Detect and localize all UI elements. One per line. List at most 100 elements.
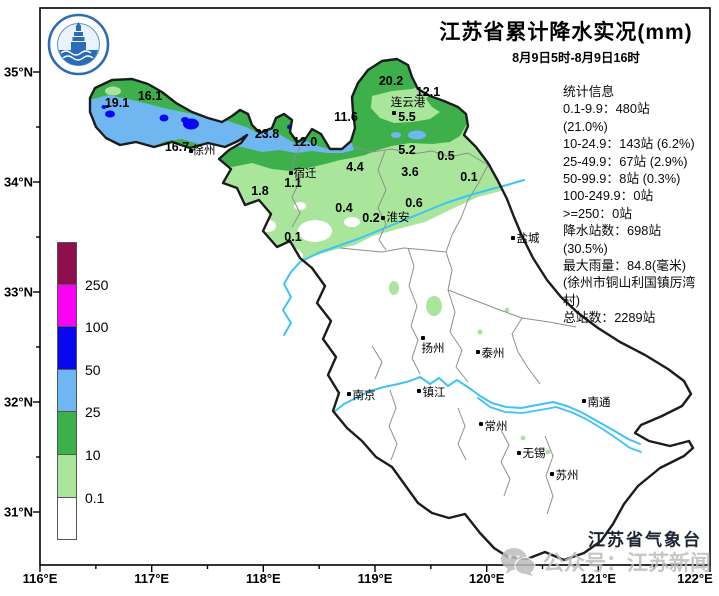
legend-value-label: 50 [85, 361, 101, 378]
city-label: 连云港 [390, 97, 426, 109]
yangtze-river-south-bank [477, 397, 642, 453]
station-value-label: 0.4 [335, 201, 353, 215]
legend-segment [57, 497, 77, 541]
rivers [282, 179, 642, 453]
statistics-line: >=250：0站 [563, 205, 633, 221]
city-label: 镇江 [422, 387, 446, 399]
axis-ticks [33, 71, 711, 572]
city-dot [511, 236, 515, 240]
station-value-label: 16.1 [137, 89, 163, 103]
city-label: 南通 [587, 397, 611, 409]
legend-segment [57, 455, 77, 498]
statistics-line: 100-249.9：0站 [563, 188, 654, 204]
legend-value-label: 250 [85, 276, 109, 293]
city-dot [517, 451, 521, 455]
legend-segment [57, 412, 77, 455]
station-value-label: 19.1 [104, 96, 130, 110]
statistics-line: 降水站数：698站 [563, 223, 662, 239]
station-value-label: 1.8 [251, 184, 269, 198]
city-label: 徐州 [192, 145, 216, 157]
huai-river [299, 179, 525, 263]
station-value-label: 12.1 [415, 85, 441, 99]
city-label: 苏州 [555, 470, 579, 482]
station-value-label: 20.2 [378, 74, 404, 88]
city-dot [582, 399, 586, 403]
station-value-label: 23.8 [254, 127, 280, 141]
x-axis-tick-label: 122°E [677, 571, 713, 586]
city-dot [479, 422, 483, 426]
city-dot [381, 216, 385, 220]
station-value-label: 0.1 [284, 230, 302, 244]
legend-segment [57, 327, 77, 370]
city-dot [550, 472, 554, 476]
y-axis-tick-label: 35°N [3, 64, 33, 80]
city-label: 盐城 [516, 233, 540, 245]
source-agency-label: 江苏省气象台 [588, 530, 702, 550]
statistics-line: 0.1-9.9：480站 [563, 101, 650, 117]
statistics-line: (徐州市铜山利国镇厉湾 [563, 275, 696, 291]
precip-light-green-spots [389, 281, 551, 455]
statistics-line: 村) [563, 292, 581, 308]
x-axis-tick-label: 117°E [134, 571, 170, 586]
wechat-icon [501, 548, 536, 576]
station-value-label: 0.2 [362, 211, 380, 225]
city-label: 常州 [484, 421, 508, 433]
y-axis-tick-label: 32°N [3, 394, 33, 410]
legend-segment [57, 242, 77, 285]
city-dot [347, 392, 351, 396]
statistics-line: 总站数：2289站 [563, 310, 656, 326]
city-label: 宿迁 [293, 168, 317, 180]
legend-value-label: 0.1 [85, 489, 105, 506]
page-title: 江苏省累计降水实况(mm) [439, 21, 693, 44]
province-outline [88, 57, 695, 562]
city-dot [392, 111, 396, 115]
station-dot [105, 104, 109, 108]
watermark: 公众号：江苏新闻 [500, 547, 711, 577]
statistics-panel: 统计信息 0.1-9.9：480站 (21.0%) 10-24.9：143站 (6.2… [563, 83, 695, 327]
station-value-label: 4.4 [346, 160, 364, 174]
city-dot [289, 171, 293, 175]
yangtze-river-north-bank [333, 376, 641, 445]
jiangsu-meteo-logo [47, 13, 110, 81]
statistics-line: 50-99.9：8站 (0.3%) [563, 171, 681, 187]
city-dot [421, 336, 425, 340]
city-label: 无锡 [522, 448, 546, 460]
statistics-line: (21.0%) [563, 118, 608, 134]
river-branch [282, 261, 301, 336]
legend-value-label: 25 [85, 404, 101, 421]
legend-value-label: 10 [85, 447, 101, 463]
y-axis-tick-label: 33°N [3, 284, 33, 300]
y-axis-tick-label: 34°N [3, 174, 33, 190]
station-value-label: 3.6 [401, 165, 419, 179]
statistics-line: 最大雨量：84.8(毫米) [563, 258, 687, 274]
x-axis-tick-label: 119°E [357, 571, 393, 586]
station-value-label: 0.6 [405, 196, 423, 210]
city-dot [417, 389, 421, 393]
station-value-label: 1.1 [284, 176, 302, 190]
x-axis-tick-label: 121°E [580, 571, 617, 586]
station-value-label: 12.0 [292, 135, 318, 149]
city-boundaries [291, 145, 577, 515]
x-axis-tick-label: 120°E [468, 571, 505, 586]
precip-blue-spots [101, 105, 293, 130]
legend-segment [57, 284, 77, 328]
station-value-label: 0.1 [460, 170, 478, 184]
city-label: 泰州 [481, 348, 505, 360]
station-value-label: 5.2 [398, 143, 416, 157]
station-value-label: 0.5 [437, 149, 455, 163]
precip-light-blue-region [90, 95, 354, 153]
station-value-label: 5.5 [398, 110, 416, 124]
time-range-subtitle: 8月9日5时-8月9日16时 [512, 51, 640, 65]
city-dot [189, 149, 193, 153]
station-value-label: 16.7 [164, 140, 190, 154]
precip-light-blue-spots [391, 130, 426, 140]
city-label: 淮安 [386, 212, 410, 224]
y-axis-tick-label: 31°N [3, 504, 33, 520]
watermark-text: 公众号：江苏新闻 [543, 552, 711, 575]
statistics-line: (30.5%) [563, 240, 608, 256]
met-emblem-graphic [47, 13, 110, 76]
precip-light-green-hole-lianyungang [371, 85, 440, 123]
legend-segment [57, 369, 77, 413]
